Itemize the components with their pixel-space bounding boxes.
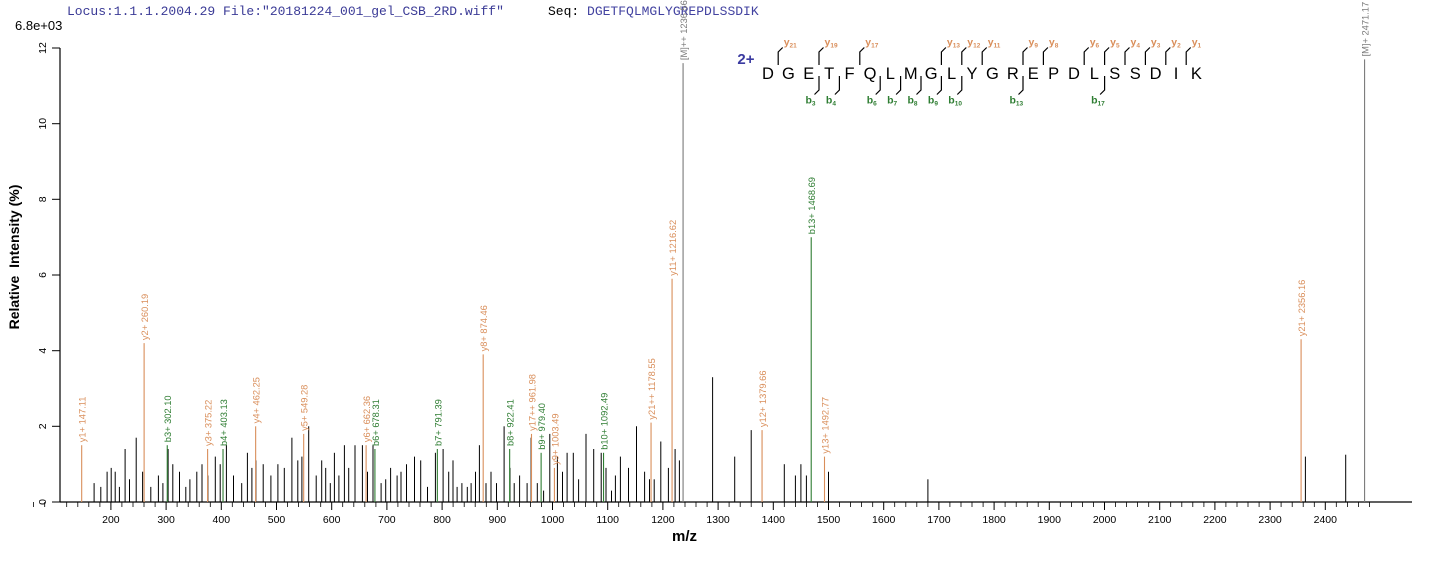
svg-text:8: 8 bbox=[37, 196, 49, 202]
svg-text:1200: 1200 bbox=[651, 514, 675, 526]
svg-text:12: 12 bbox=[37, 42, 49, 54]
svg-text:b9+ 979.40: b9+ 979.40 bbox=[537, 403, 547, 450]
svg-text:y11: y11 bbox=[988, 37, 1001, 50]
svg-text:S: S bbox=[1130, 65, 1141, 83]
svg-text:y4: y4 bbox=[1131, 37, 1141, 50]
svg-text:1600: 1600 bbox=[872, 514, 896, 526]
svg-text:600: 600 bbox=[323, 514, 341, 526]
svg-text:4: 4 bbox=[37, 348, 49, 354]
svg-text:y9+ 1003.49: y9+ 1003.49 bbox=[550, 413, 560, 464]
svg-text:I: I bbox=[1174, 65, 1179, 83]
svg-text:y8: y8 bbox=[1049, 37, 1059, 50]
svg-text:2000: 2000 bbox=[1093, 514, 1117, 526]
svg-text:700: 700 bbox=[378, 514, 396, 526]
svg-text:2: 2 bbox=[37, 423, 49, 429]
svg-text:P: P bbox=[1048, 65, 1059, 83]
svg-text:1900: 1900 bbox=[1038, 514, 1062, 526]
svg-text:S: S bbox=[1109, 65, 1120, 83]
svg-text:y3: y3 bbox=[1151, 37, 1161, 50]
svg-text:b10: b10 bbox=[948, 95, 962, 108]
svg-text:b10+ 1092.49: b10+ 1092.49 bbox=[600, 393, 610, 450]
svg-text:2+: 2+ bbox=[737, 51, 754, 68]
svg-text:1400: 1400 bbox=[762, 514, 786, 526]
svg-text:y12: y12 bbox=[967, 37, 980, 50]
svg-text:2400: 2400 bbox=[1314, 514, 1338, 526]
svg-text:[M]+ 2471.17: [M]+ 2471.17 bbox=[1361, 2, 1371, 57]
svg-text:300: 300 bbox=[157, 514, 175, 526]
svg-text:y3+ 375.22: y3+ 375.22 bbox=[204, 400, 214, 446]
svg-text:Y: Y bbox=[966, 65, 977, 83]
svg-text:E: E bbox=[803, 65, 814, 83]
svg-text:b4+ 403.13: b4+ 403.13 bbox=[219, 399, 229, 446]
svg-text:800: 800 bbox=[433, 514, 451, 526]
svg-text:2300: 2300 bbox=[1258, 514, 1282, 526]
svg-text:E: E bbox=[1028, 65, 1039, 83]
svg-text:b6: b6 bbox=[867, 95, 877, 108]
svg-text:1700: 1700 bbox=[927, 514, 951, 526]
svg-text:b3: b3 bbox=[806, 95, 816, 108]
svg-text:400: 400 bbox=[213, 514, 231, 526]
svg-text:b13+ 1468.69: b13+ 1468.69 bbox=[807, 177, 817, 234]
svg-text:1500: 1500 bbox=[817, 514, 841, 526]
svg-text:2200: 2200 bbox=[1203, 514, 1227, 526]
svg-text:b17: b17 bbox=[1091, 95, 1105, 108]
svg-text:y5+ 549.28: y5+ 549.28 bbox=[300, 385, 310, 431]
svg-text:T: T bbox=[824, 65, 834, 83]
svg-text:y6: y6 bbox=[1090, 37, 1100, 50]
svg-text:6: 6 bbox=[37, 272, 49, 278]
svg-text:y21: y21 bbox=[784, 37, 797, 50]
svg-text:y8+ 874.46: y8+ 874.46 bbox=[479, 305, 489, 351]
svg-text:y13+ 1492.77: y13+ 1492.77 bbox=[821, 397, 831, 454]
svg-text:y4+ 462.25: y4+ 462.25 bbox=[252, 377, 262, 423]
svg-text:y9: y9 bbox=[1029, 37, 1039, 50]
svg-text:b7+ 791.39: b7+ 791.39 bbox=[433, 399, 443, 446]
svg-text:y2+ 260.19: y2+ 260.19 bbox=[140, 294, 150, 340]
svg-text:[M]++ 1236.56: [M]++ 1236.56 bbox=[679, 0, 689, 60]
svg-text:y17++ 961.98: y17++ 961.98 bbox=[528, 374, 538, 431]
svg-text:y21++ 1178.55: y21++ 1178.55 bbox=[647, 358, 657, 419]
svg-text:y11+ 1216.62: y11+ 1216.62 bbox=[668, 220, 678, 276]
svg-text:b9: b9 bbox=[928, 95, 938, 108]
svg-text:L: L bbox=[1090, 65, 1099, 83]
svg-text:500: 500 bbox=[268, 514, 286, 526]
svg-text:y17: y17 bbox=[865, 37, 878, 50]
svg-text:L: L bbox=[947, 65, 956, 83]
svg-text:y13: y13 bbox=[947, 37, 960, 50]
svg-text:10: 10 bbox=[37, 118, 49, 130]
svg-text:1800: 1800 bbox=[982, 514, 1006, 526]
svg-text:y1+ 147.11: y1+ 147.11 bbox=[78, 397, 88, 443]
svg-text:2100: 2100 bbox=[1148, 514, 1172, 526]
svg-text:D: D bbox=[1150, 65, 1162, 83]
svg-text:D: D bbox=[762, 65, 774, 83]
svg-text:y21+ 2356.16: y21+ 2356.16 bbox=[1297, 280, 1307, 337]
svg-text:b13: b13 bbox=[1010, 95, 1024, 108]
svg-text:y2: y2 bbox=[1171, 37, 1181, 50]
svg-text:1300: 1300 bbox=[706, 514, 730, 526]
svg-text:b8+ 922.41: b8+ 922.41 bbox=[506, 399, 516, 446]
svg-text:G: G bbox=[782, 65, 795, 83]
svg-text:K: K bbox=[1191, 65, 1202, 83]
svg-text:Q: Q bbox=[864, 65, 877, 83]
svg-text:M: M bbox=[904, 65, 918, 83]
svg-text:0: 0 bbox=[37, 499, 49, 505]
svg-text:L: L bbox=[886, 65, 895, 83]
svg-text:b4: b4 bbox=[826, 95, 836, 108]
svg-text:b3+ 302.10: b3+ 302.10 bbox=[163, 395, 173, 442]
svg-text:b6+ 678.31: b6+ 678.31 bbox=[371, 399, 381, 446]
svg-text:y1: y1 bbox=[1192, 37, 1202, 50]
svg-text:y12+ 1379.66: y12+ 1379.66 bbox=[758, 370, 768, 427]
svg-text:b7: b7 bbox=[887, 95, 897, 108]
svg-text:1100: 1100 bbox=[596, 514, 619, 526]
svg-text:G: G bbox=[925, 65, 938, 83]
svg-text:F: F bbox=[845, 65, 855, 83]
svg-text:1000: 1000 bbox=[541, 514, 565, 526]
svg-text:b8: b8 bbox=[908, 95, 918, 108]
svg-text:900: 900 bbox=[489, 514, 507, 526]
svg-text:y5: y5 bbox=[1110, 37, 1120, 50]
svg-text:D: D bbox=[1068, 65, 1080, 83]
svg-text:R: R bbox=[1007, 65, 1019, 83]
svg-text:G: G bbox=[986, 65, 999, 83]
svg-text:200: 200 bbox=[102, 514, 120, 526]
svg-text:y19: y19 bbox=[825, 37, 838, 50]
